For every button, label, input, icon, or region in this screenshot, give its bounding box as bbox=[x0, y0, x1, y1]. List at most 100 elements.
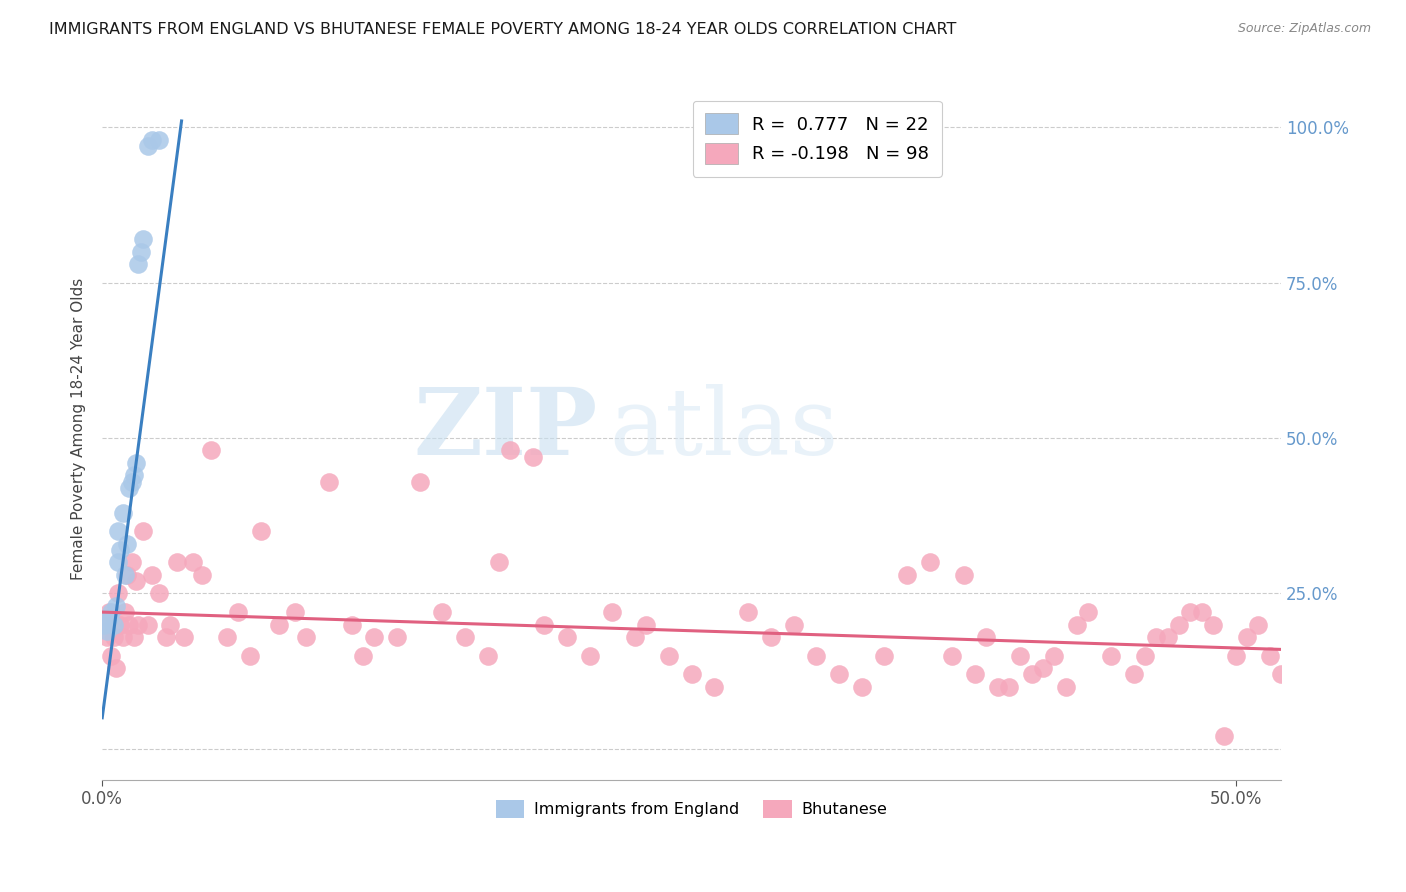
Point bbox=[759, 630, 782, 644]
Point bbox=[737, 605, 759, 619]
Point bbox=[104, 599, 127, 613]
Point bbox=[1010, 648, 1032, 663]
Point bbox=[522, 450, 544, 464]
Point bbox=[129, 244, 152, 259]
Point bbox=[1270, 667, 1292, 681]
Point bbox=[1281, 680, 1303, 694]
Point bbox=[114, 605, 136, 619]
Point bbox=[1315, 667, 1337, 681]
Point bbox=[1213, 730, 1236, 744]
Point bbox=[1303, 680, 1326, 694]
Point bbox=[432, 605, 454, 619]
Point bbox=[636, 617, 658, 632]
Point bbox=[658, 648, 681, 663]
Point bbox=[624, 630, 647, 644]
Point bbox=[828, 667, 851, 681]
Point bbox=[148, 133, 170, 147]
Point bbox=[918, 555, 941, 569]
Text: ZIP: ZIP bbox=[413, 384, 598, 474]
Point bbox=[127, 257, 149, 271]
Point bbox=[215, 630, 238, 644]
Point bbox=[100, 648, 122, 663]
Point bbox=[238, 648, 260, 663]
Point bbox=[111, 630, 134, 644]
Point bbox=[1077, 605, 1099, 619]
Point bbox=[118, 481, 141, 495]
Point bbox=[136, 617, 159, 632]
Point bbox=[896, 567, 918, 582]
Point bbox=[1144, 630, 1167, 644]
Point bbox=[1032, 661, 1054, 675]
Point bbox=[132, 524, 155, 539]
Legend: Immigrants from England, Bhutanese: Immigrants from England, Bhutanese bbox=[489, 793, 894, 825]
Point bbox=[159, 617, 181, 632]
Point bbox=[1122, 667, 1144, 681]
Point bbox=[295, 630, 318, 644]
Point bbox=[103, 630, 125, 644]
Point bbox=[1292, 648, 1315, 663]
Point bbox=[141, 133, 163, 147]
Point bbox=[1326, 661, 1348, 675]
Point bbox=[578, 648, 600, 663]
Point bbox=[173, 630, 195, 644]
Point bbox=[93, 617, 115, 632]
Point bbox=[1168, 617, 1191, 632]
Point bbox=[200, 443, 222, 458]
Point bbox=[122, 630, 145, 644]
Point bbox=[104, 661, 127, 675]
Point bbox=[103, 617, 125, 632]
Text: Source: ZipAtlas.com: Source: ZipAtlas.com bbox=[1237, 22, 1371, 36]
Point bbox=[155, 630, 177, 644]
Text: IMMIGRANTS FROM ENGLAND VS BHUTANESE FEMALE POVERTY AMONG 18-24 YEAR OLDS CORREL: IMMIGRANTS FROM ENGLAND VS BHUTANESE FEM… bbox=[49, 22, 956, 37]
Point bbox=[1258, 648, 1281, 663]
Point bbox=[132, 232, 155, 246]
Point bbox=[93, 617, 115, 632]
Point bbox=[107, 586, 129, 600]
Point bbox=[98, 605, 121, 619]
Point bbox=[1180, 605, 1202, 619]
Point bbox=[1247, 617, 1270, 632]
Point bbox=[114, 567, 136, 582]
Point bbox=[110, 617, 132, 632]
Point bbox=[250, 524, 273, 539]
Point bbox=[125, 456, 148, 470]
Y-axis label: Female Poverty Among 18-24 Year Olds: Female Poverty Among 18-24 Year Olds bbox=[72, 277, 86, 580]
Point bbox=[1337, 648, 1360, 663]
Point bbox=[681, 667, 703, 681]
Point bbox=[1225, 648, 1247, 663]
Point bbox=[1099, 648, 1122, 663]
Point bbox=[1156, 630, 1178, 644]
Point bbox=[100, 605, 122, 619]
Point bbox=[1191, 605, 1213, 619]
Point bbox=[499, 443, 522, 458]
Point bbox=[284, 605, 307, 619]
Point bbox=[851, 680, 873, 694]
Point bbox=[122, 468, 145, 483]
Point bbox=[1236, 630, 1258, 644]
Point bbox=[963, 667, 986, 681]
Point bbox=[1043, 648, 1066, 663]
Point bbox=[352, 648, 374, 663]
Point bbox=[488, 555, 510, 569]
Point bbox=[782, 617, 804, 632]
Point bbox=[121, 475, 143, 489]
Point bbox=[166, 555, 188, 569]
Point bbox=[226, 605, 249, 619]
Point bbox=[191, 567, 214, 582]
Point bbox=[454, 630, 477, 644]
Point bbox=[1054, 680, 1077, 694]
Point bbox=[873, 648, 896, 663]
Point bbox=[1133, 648, 1156, 663]
Point bbox=[98, 611, 121, 625]
Point bbox=[127, 617, 149, 632]
Point bbox=[974, 630, 997, 644]
Point bbox=[107, 524, 129, 539]
Point bbox=[1202, 617, 1225, 632]
Point bbox=[600, 605, 623, 619]
Point bbox=[806, 648, 828, 663]
Text: atlas: atlas bbox=[609, 384, 838, 474]
Point bbox=[148, 586, 170, 600]
Point bbox=[125, 574, 148, 588]
Point bbox=[181, 555, 204, 569]
Point bbox=[408, 475, 430, 489]
